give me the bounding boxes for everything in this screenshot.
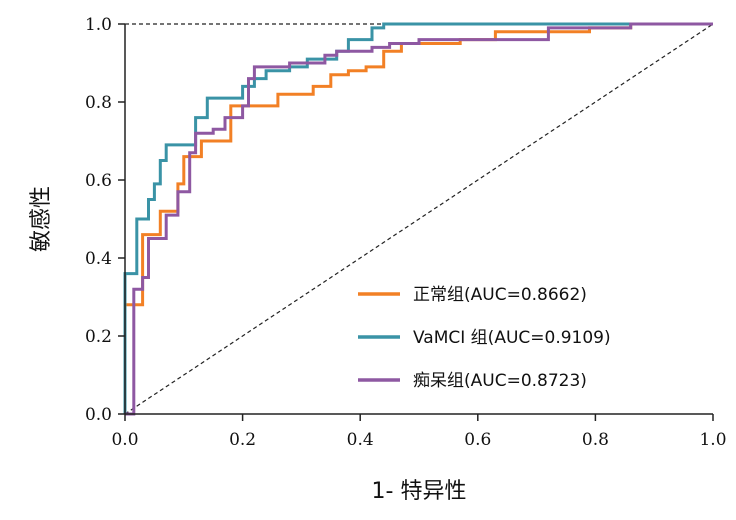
y-axis-title: 敏感性: [29, 186, 54, 252]
series-line-2: [123, 22, 713, 414]
legend-label-1: 正常组(AUC=0.8662): [413, 285, 587, 305]
legend-label-3: 痴呆组(AUC=0.8723): [413, 371, 587, 391]
series-line-3: [125, 22, 713, 416]
x-tick-label: 1.0: [699, 430, 726, 450]
x-tick-label: 0.0: [111, 430, 138, 450]
x-ticks: 0.0 0.2 0.4 0.6 0.8 1.0: [111, 414, 727, 450]
x-axis-title: 1- 特异性: [372, 479, 467, 504]
legend: 正常组(AUC=0.8662) VaMCI 组(AUC=0.9109) 痴呆组(AU…: [358, 285, 611, 391]
legend-label-2: VaMCI 组(AUC=0.9109): [413, 328, 611, 348]
x-tick-label: 0.4: [347, 430, 374, 450]
diagonal-reference-line: [124, 23, 714, 415]
y-tick-label: 0.0: [85, 405, 112, 425]
y-tick-label: 0.6: [85, 171, 112, 191]
y-ticks: 0.0 0.2 0.4 0.6 0.8 1.0: [85, 15, 125, 425]
series-layer: [123, 22, 713, 416]
x-tick-label: 0.2: [229, 430, 256, 450]
x-tick-label: 0.8: [582, 430, 609, 450]
y-tick-label: 0.8: [85, 93, 112, 113]
y-tick-label: 0.2: [85, 327, 112, 347]
y-tick-label: 1.0: [85, 15, 112, 35]
x-tick-label: 0.6: [464, 430, 491, 450]
y-tick-label: 0.4: [85, 249, 112, 269]
